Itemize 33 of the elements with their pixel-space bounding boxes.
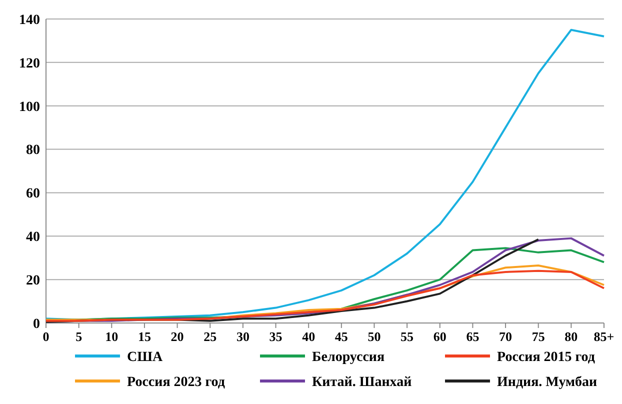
legend-label: Россия 2015 год	[497, 350, 595, 365]
x-tick-label: 25	[204, 329, 218, 344]
x-tick-label: 70	[499, 329, 512, 344]
y-tick-label: 80	[26, 143, 40, 158]
x-tick-label: 20	[170, 329, 184, 344]
x-tick-label: 75	[532, 329, 546, 344]
x-tick-label: 80	[564, 329, 578, 344]
legend-label: Китай. Шанхай	[312, 374, 412, 390]
y-tick-label: 40	[26, 230, 40, 246]
y-tick-label: 60	[26, 186, 40, 202]
x-tick-label: 85+	[594, 329, 614, 344]
x-tick-label: 50	[368, 329, 381, 344]
y-tick-label: 0	[33, 316, 40, 332]
y-tick-label: 140	[19, 12, 40, 28]
x-tick-label: 0	[42, 329, 50, 344]
line-series	[45, 28, 605, 321]
x-tick-label: 40	[302, 329, 316, 344]
x-tick-label: 10	[105, 329, 118, 344]
legend-label: Белоруссия	[312, 350, 385, 365]
x-tick-label: 30	[236, 329, 250, 344]
x-tick-label: 15	[138, 329, 152, 344]
legend-label: Индия. Мумбаи	[497, 374, 598, 390]
y-tick-label: 100	[19, 100, 40, 115]
x-tick-label: 5	[76, 329, 83, 344]
legend-label: США	[127, 350, 164, 365]
x-tick-label: 35	[269, 329, 283, 344]
legend-label: Россия 2023 год	[127, 374, 225, 390]
x-tick-label: 60	[433, 329, 446, 344]
x-tick-label: 65	[466, 329, 480, 344]
y-tick-label: 20	[26, 273, 40, 288]
y-tick-label: 120	[19, 56, 40, 72]
x-tick-label: 45	[334, 329, 348, 344]
x-tick-label: 55	[400, 329, 414, 344]
